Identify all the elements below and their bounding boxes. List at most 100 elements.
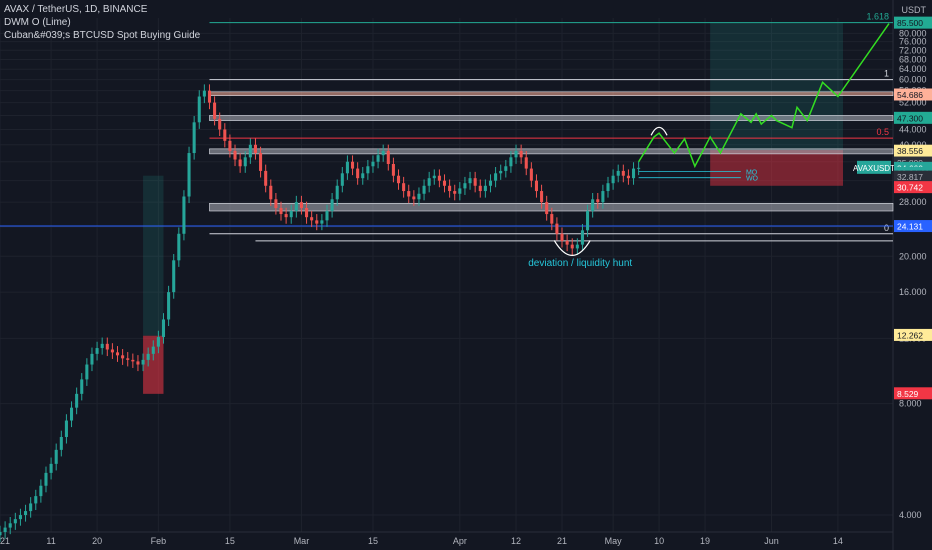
candle-body <box>121 355 125 359</box>
candle-body <box>555 223 559 234</box>
candle-body <box>524 157 528 169</box>
liquidity-arc <box>553 240 591 256</box>
candle-body <box>0 532 2 536</box>
candle-body <box>626 175 630 179</box>
candle-body <box>504 166 508 171</box>
candle-body <box>407 191 411 197</box>
candle-body <box>621 170 625 176</box>
candle-body <box>570 244 574 249</box>
candle-body <box>432 175 436 179</box>
price-label: 12.262 <box>897 330 923 340</box>
candle-body <box>223 129 227 141</box>
candle-body <box>228 140 232 151</box>
candle-body <box>3 527 7 532</box>
y-tick-label: 72.000 <box>899 45 927 55</box>
price-label: 54.686 <box>897 90 923 100</box>
candle-body <box>545 202 549 215</box>
candle-body <box>427 178 431 186</box>
price-label-bg <box>894 181 932 194</box>
y-tick-label: 64.000 <box>899 64 927 74</box>
candle-body <box>141 359 145 365</box>
candle-body <box>243 157 247 167</box>
price-label: 47.300 <box>897 113 923 123</box>
open-level-label: MO <box>746 169 758 176</box>
candle-body <box>18 515 22 520</box>
symbol-title[interactable]: AVAX / TetherUS, 1D, BINANCE <box>4 4 148 15</box>
x-tick-label: May <box>605 536 623 546</box>
fib-level-label: 1.618 <box>866 12 889 22</box>
price-label: 30.742 <box>897 183 923 193</box>
zone-support-27 <box>209 202 894 212</box>
y-tick-label: 8.000 <box>899 399 922 409</box>
candle-body <box>294 202 298 211</box>
candle-body <box>161 319 166 338</box>
candle-body <box>611 175 615 184</box>
chart-legend: AVAX / TetherUS, 1D, BINANCE DWM O (Lime… <box>4 3 200 42</box>
candle-body <box>606 183 610 192</box>
x-tick-label: 12 <box>511 536 521 546</box>
indicator-cuban-label[interactable]: Cuban&#039;s BTCUSD Spot Buying Guide <box>4 30 201 41</box>
y-tick-label: 20.000 <box>899 251 927 261</box>
price-label-bg <box>894 328 932 341</box>
candle-body <box>596 199 600 203</box>
x-tick-label: 14 <box>833 536 843 546</box>
candle-body <box>289 210 293 218</box>
candle-body <box>509 157 513 167</box>
candle-body <box>560 233 564 241</box>
open-level-label: WO <box>746 176 759 183</box>
candle-body <box>59 436 63 450</box>
candle-body <box>151 346 155 354</box>
candle-body <box>330 199 334 211</box>
candle-body <box>197 96 201 123</box>
y-tick-label: 4.000 <box>899 510 922 520</box>
peak-arc <box>650 126 668 136</box>
candle-body <box>80 379 84 394</box>
candle-body <box>13 519 17 524</box>
candle-body <box>575 244 579 249</box>
candle-body <box>315 220 319 224</box>
candle-body <box>187 153 191 197</box>
candle-body <box>483 185 487 192</box>
candle-body <box>90 353 94 365</box>
candle-body <box>44 472 48 486</box>
candle-body <box>361 173 365 179</box>
candle-body <box>519 150 523 158</box>
projection-path <box>638 23 890 169</box>
fib-level-label: 0 <box>884 223 889 233</box>
candle-body <box>110 349 114 353</box>
indicator-dwm-label[interactable]: DWM O (Lime) <box>4 17 71 28</box>
candle-body <box>202 90 206 97</box>
candle-body <box>320 220 324 224</box>
candle-body <box>463 183 467 189</box>
candle-body <box>417 193 421 200</box>
candle-body <box>192 122 196 154</box>
candle-body <box>632 168 636 179</box>
candle-body <box>284 214 288 218</box>
y-tick-label: 16.000 <box>899 287 927 297</box>
y-tick-label: 44.000 <box>899 124 927 134</box>
candle-body <box>253 144 257 154</box>
symbol-tag: AVAXUSDT <box>853 164 895 173</box>
candle-body <box>488 180 493 186</box>
candle-body <box>637 167 641 169</box>
x-tick-label: 20 <box>92 536 102 546</box>
candle-body <box>54 449 58 464</box>
candle-body <box>146 353 150 360</box>
price-label: 8.529 <box>897 389 919 399</box>
price-label-bg <box>894 16 932 29</box>
candle-body <box>248 144 252 158</box>
candle-body <box>182 196 186 234</box>
price-label-bg <box>894 170 932 183</box>
x-tick-label: 15 <box>368 536 378 546</box>
candle-body <box>529 168 533 181</box>
candle-body <box>565 240 569 245</box>
x-tick-label: Feb <box>151 536 167 546</box>
candle-body <box>391 163 395 176</box>
x-tick-label: 11 <box>46 536 55 546</box>
candle-body <box>381 150 385 156</box>
candle-body <box>601 191 605 203</box>
candle-body <box>371 161 375 167</box>
candle-body <box>448 185 452 192</box>
candle-body <box>325 210 329 221</box>
